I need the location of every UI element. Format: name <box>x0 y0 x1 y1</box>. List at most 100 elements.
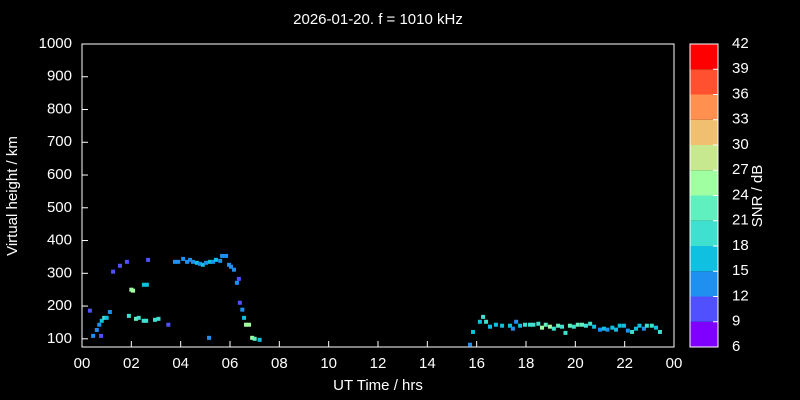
data-point <box>204 260 209 265</box>
data-point <box>257 337 262 342</box>
data-point <box>231 267 236 272</box>
colorbar-band <box>690 119 718 145</box>
data-point <box>191 259 195 264</box>
y-tick-label: 600 <box>47 166 72 183</box>
data-point <box>500 323 505 328</box>
data-point <box>234 280 239 285</box>
data-point <box>136 315 141 320</box>
data-point <box>200 262 205 267</box>
colorbar-band <box>690 321 718 347</box>
data-point <box>637 323 642 328</box>
colorbar-tick-label: 18 <box>732 237 749 254</box>
data-point <box>146 257 151 262</box>
data-point <box>470 329 475 334</box>
data-point <box>213 257 218 262</box>
colorbar-band <box>690 246 718 272</box>
y-tick-label: 500 <box>47 199 72 216</box>
data-point <box>210 259 215 264</box>
y-tick-label: 300 <box>47 264 72 281</box>
data-point <box>176 259 181 264</box>
data-point <box>598 327 602 332</box>
colorbar-band <box>690 296 718 322</box>
data-point <box>87 308 92 313</box>
data-point <box>560 324 565 329</box>
data-point <box>588 321 593 326</box>
x-tick-label: 00 <box>74 355 91 372</box>
x-tick-label: 14 <box>419 355 436 372</box>
x-tick-label: 12 <box>370 355 387 372</box>
data-point <box>252 336 257 341</box>
data-point <box>514 319 519 324</box>
data-point <box>194 260 199 265</box>
data-point <box>484 319 489 324</box>
data-point <box>617 323 622 328</box>
data-point <box>153 317 158 322</box>
data-point <box>124 259 129 264</box>
colorbar-label: SNR / dB <box>749 165 766 228</box>
data-point <box>649 323 654 328</box>
colorbar-band <box>690 69 718 95</box>
y-tick-label: 700 <box>47 133 72 150</box>
colorbar-tick-label: 36 <box>732 85 749 102</box>
data-point <box>610 325 615 330</box>
data-point <box>567 323 572 328</box>
data-point <box>518 323 523 328</box>
data-point <box>540 325 545 330</box>
data-point <box>134 316 139 321</box>
colorbar-tick-label: 30 <box>732 136 749 153</box>
colorbar-band <box>690 44 718 70</box>
y-tick-label: 1000 <box>39 35 72 52</box>
data-point <box>185 259 190 264</box>
data-point <box>605 327 610 332</box>
data-point <box>244 322 249 327</box>
colorbar-tick-label: 12 <box>732 287 749 304</box>
y-tick-label: 800 <box>47 100 72 117</box>
y-tick-label: 100 <box>47 330 72 347</box>
data-point <box>242 315 247 320</box>
data-point <box>107 309 112 314</box>
data-point <box>236 276 241 281</box>
chart-title: 2026-01-20. f = 1010 kHz <box>293 11 463 28</box>
data-point <box>531 322 536 327</box>
data-point <box>224 253 229 258</box>
colorbar-tick-label: 9 <box>732 313 740 330</box>
data-point <box>98 333 103 338</box>
data-point <box>99 318 104 323</box>
data-point <box>208 259 213 264</box>
colorbar-band <box>690 94 718 120</box>
data-point <box>625 328 630 333</box>
data-point <box>621 323 626 328</box>
data-point <box>250 335 255 340</box>
data-point <box>228 264 233 269</box>
data-point <box>579 322 584 327</box>
data-point <box>237 300 242 305</box>
data-point <box>641 326 646 331</box>
colorbar-tick-label: 21 <box>732 212 749 229</box>
y-tick-label: 400 <box>47 232 72 249</box>
data-point <box>218 258 223 263</box>
y-tick-label: 900 <box>47 68 72 85</box>
data-point <box>653 325 658 330</box>
colorbar-tick-label: 15 <box>732 262 749 279</box>
colorbar-band <box>690 195 718 221</box>
x-tick-label: 08 <box>271 355 288 372</box>
data-point <box>523 322 528 327</box>
x-axis-label: UT Time / hrs <box>333 377 423 394</box>
colorbar-band <box>690 170 718 196</box>
colorbar-band <box>690 271 718 297</box>
data-point <box>94 327 99 332</box>
data-point <box>657 329 662 334</box>
data-point <box>141 318 146 323</box>
data-point <box>614 327 619 332</box>
data-point <box>156 316 161 321</box>
data-point <box>240 307 245 312</box>
data-point <box>536 321 541 326</box>
colorbar-band <box>690 220 718 246</box>
x-tick-label: 00 <box>666 355 683 372</box>
data-point <box>487 324 492 329</box>
data-point <box>507 323 512 328</box>
x-tick-label: 20 <box>567 355 584 372</box>
y-axis-label: Virtual height / km <box>4 136 21 256</box>
data-point <box>481 314 486 319</box>
